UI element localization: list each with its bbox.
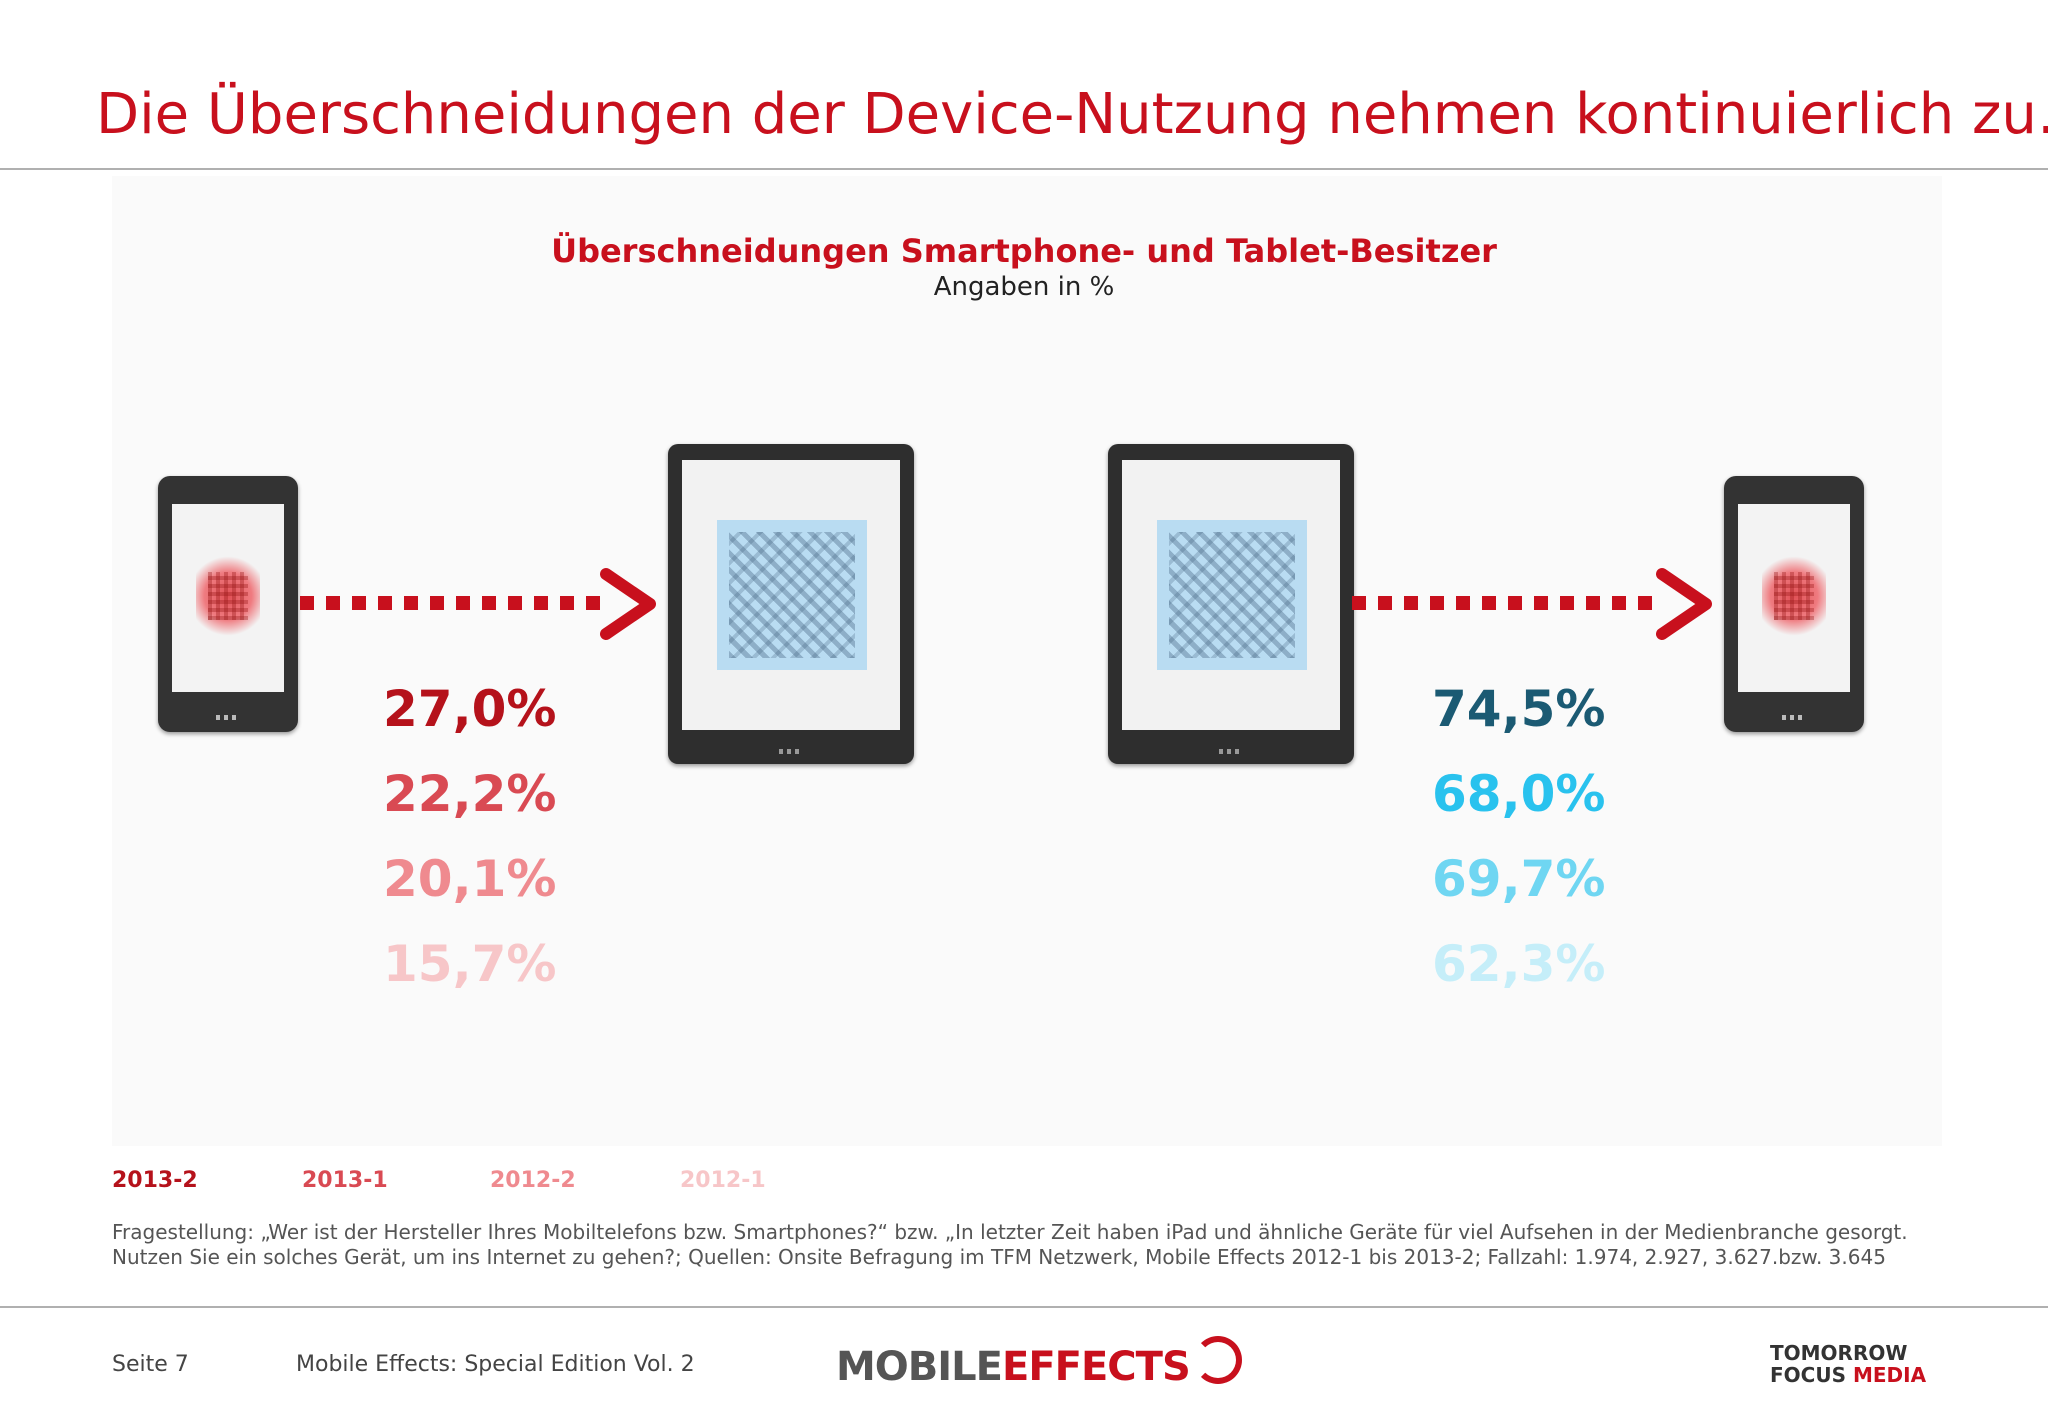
value-tablet-to-smartphone-2012-2: 69,7%	[1432, 850, 1606, 908]
value-smartphone-to-tablet-2012-2: 20,1%	[383, 850, 557, 908]
edition-label: Mobile Effects: Special Edition Vol. 2	[296, 1352, 695, 1377]
value-smartphone-to-tablet-2012-1: 15,7%	[383, 935, 557, 993]
dotted-arrow-icon	[1352, 596, 1664, 610]
chart-subtitle: Angaben in %	[933, 272, 1115, 302]
value-tablet-to-smartphone-2012-1: 62,3%	[1432, 935, 1606, 993]
arrow-head-icon	[600, 568, 656, 640]
title-divider	[0, 168, 2048, 170]
smartphone-icon	[158, 476, 298, 732]
tomorrow-focus-media-logo: TOMORROW FOCUS MEDIA	[1770, 1341, 1927, 1387]
arrow-head-icon	[1656, 568, 1712, 640]
value-smartphone-to-tablet-2013-2: 27,0%	[383, 680, 557, 738]
chart-panel	[112, 176, 1942, 1146]
chart-title: Überschneidungen Smartphone- und Tablet-…	[551, 232, 1497, 270]
mobile-effects-logo: MOBILEEFFECTS	[836, 1336, 1242, 1390]
tablet-icon	[668, 444, 914, 764]
dotted-arrow-icon	[300, 596, 600, 610]
value-tablet-to-smartphone-2013-2: 74,5%	[1432, 680, 1606, 738]
value-tablet-to-smartphone-2013-1: 68,0%	[1432, 765, 1606, 823]
page-number: Seite 7	[112, 1352, 189, 1377]
value-smartphone-to-tablet-2013-1: 22,2%	[383, 765, 557, 823]
slide-title: Die Überschneidungen der Device-Nutzung …	[96, 82, 2048, 147]
legend-item-2012-2: 2012-2	[490, 1168, 576, 1193]
footnote: Fragestellung: „Wer ist der Hersteller I…	[112, 1220, 1908, 1269]
footer-divider	[0, 1306, 2048, 1308]
legend-item-2012-1: 2012-1	[680, 1168, 766, 1193]
legend-item-2013-1: 2013-1	[302, 1168, 388, 1193]
smartphone-icon	[1724, 476, 1864, 732]
tablet-icon	[1108, 444, 1354, 764]
legend-item-2013-2: 2013-2	[112, 1168, 198, 1193]
